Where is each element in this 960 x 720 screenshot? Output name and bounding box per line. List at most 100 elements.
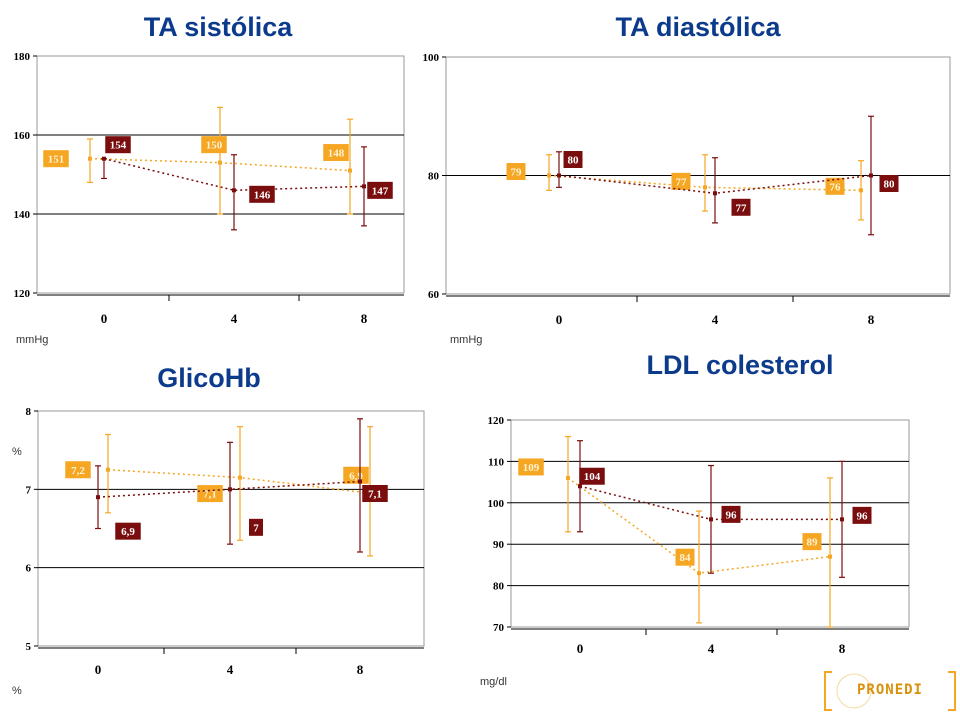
y-tick-label: 100 bbox=[423, 52, 440, 64]
data-point bbox=[232, 188, 236, 193]
x-tick-label: 8 bbox=[839, 641, 846, 656]
series-darkred: 6,9 7 7,1 bbox=[95, 418, 388, 553]
data-label-bg bbox=[731, 198, 751, 216]
data-label: 7,1 bbox=[203, 489, 217, 501]
y-tick-label: 80 bbox=[493, 581, 505, 593]
data-label-bg bbox=[675, 548, 695, 566]
logo-brackets-icon bbox=[824, 671, 956, 711]
data-point bbox=[238, 475, 242, 480]
x-tick-label: 0 bbox=[556, 312, 563, 327]
x-tick-label: 4 bbox=[712, 312, 719, 327]
data-label-bg bbox=[201, 136, 227, 154]
data-label: 154 bbox=[110, 140, 127, 152]
data-label-bg bbox=[579, 467, 605, 485]
y-tick-label: 70 bbox=[493, 622, 505, 634]
data-label-bg bbox=[671, 172, 691, 190]
x-tick-label: 4 bbox=[227, 662, 234, 677]
data-point bbox=[96, 495, 100, 500]
data-label: 148 bbox=[328, 148, 345, 160]
y-tick-label: 120 bbox=[14, 288, 31, 300]
x-tick-label: 0 bbox=[577, 641, 584, 656]
x-tick-label: 4 bbox=[708, 641, 715, 656]
data-label-bg bbox=[323, 144, 349, 162]
data-label: 80 bbox=[884, 179, 896, 191]
data-label: 89 bbox=[807, 537, 819, 549]
chart-1: TA sistólica 120 140 160 180 0 4 8 mmHg 151 150 148… bbox=[14, 12, 405, 346]
chart-2: TA diastólica 60 80 100 0 4 8 mmHg 79 77 76 80 77 80 bbox=[423, 12, 951, 346]
data-label: 77 bbox=[736, 202, 748, 214]
data-label-bg bbox=[343, 466, 369, 484]
data-label-bg bbox=[249, 185, 275, 203]
data-point bbox=[697, 571, 701, 576]
brand-name: PRONEDI bbox=[856, 682, 923, 698]
series-darkred: 80 77 80 bbox=[556, 115, 899, 236]
data-label: 104 bbox=[584, 471, 601, 483]
series-orange: 7,2 7,1 6,9 bbox=[65, 426, 373, 557]
data-point bbox=[348, 168, 352, 173]
data-label-bg bbox=[65, 461, 91, 479]
data-label: 7 bbox=[253, 522, 259, 534]
data-point bbox=[88, 156, 92, 161]
chart-title: GlicoHb bbox=[157, 363, 261, 393]
y-tick-label: 180 bbox=[14, 51, 31, 63]
data-label-bg bbox=[802, 533, 822, 551]
data-label-bg bbox=[852, 506, 872, 524]
chart-title: TA sistólica bbox=[144, 12, 294, 42]
data-point bbox=[228, 487, 232, 492]
series-orange: 79 77 76 bbox=[506, 154, 864, 221]
x-tick-label: 4 bbox=[231, 311, 238, 326]
y-tick-label: 5 bbox=[26, 641, 32, 653]
chart-title: LDL colesterol bbox=[646, 350, 833, 380]
data-label: 80 bbox=[568, 155, 580, 167]
data-label: 109 bbox=[523, 462, 540, 474]
data-point bbox=[859, 188, 863, 193]
data-point bbox=[869, 173, 873, 178]
data-label-bg bbox=[367, 181, 393, 199]
data-label-bg bbox=[197, 485, 223, 503]
series-line bbox=[558, 174, 872, 195]
chart-4: LDL colesterol 70 80 90 100 110 120 0 4 8 mg/dl 109… bbox=[480, 350, 910, 688]
data-point bbox=[709, 517, 713, 522]
data-label-bg bbox=[105, 136, 131, 154]
data-point bbox=[102, 156, 106, 161]
series-line bbox=[103, 157, 365, 192]
y-tick-label: 120 bbox=[488, 415, 505, 427]
data-label-bg bbox=[362, 485, 388, 502]
y-tick-label: 110 bbox=[488, 456, 504, 468]
series-darkred: 154 146 147 bbox=[101, 136, 393, 231]
chart-3: GlicoHb 5 6 7 8 0 4 8%% 7,2 7,1 6,96,9 7 7,1 bbox=[12, 363, 425, 697]
y-tick-label: 8 bbox=[26, 406, 32, 418]
y-tick-label: 140 bbox=[14, 209, 31, 221]
series-orange: 109 84 89 bbox=[518, 435, 833, 628]
data-label: 84 bbox=[680, 552, 692, 564]
data-label-bg bbox=[879, 175, 899, 192]
y-tick-label: 7 bbox=[26, 484, 32, 496]
x-tick-label: 0 bbox=[95, 662, 102, 677]
data-point bbox=[547, 173, 551, 178]
data-label-bg bbox=[43, 150, 69, 168]
unit-label: mg/dl bbox=[480, 676, 507, 688]
pronedi-logo: PRONEDI bbox=[824, 668, 956, 714]
plot-area bbox=[510, 419, 910, 628]
data-label: 96 bbox=[726, 509, 738, 521]
unit-label: % bbox=[12, 446, 22, 458]
x-tick-label: 8 bbox=[357, 662, 364, 677]
data-label: 150 bbox=[206, 140, 223, 152]
data-label: 146 bbox=[254, 189, 271, 201]
data-point bbox=[828, 554, 832, 559]
data-label-bg bbox=[518, 458, 544, 476]
data-label: 7,2 bbox=[71, 465, 85, 477]
data-label-bg bbox=[563, 151, 583, 168]
y-tick-label: 80 bbox=[428, 171, 440, 183]
y-tick-label: 60 bbox=[428, 289, 440, 301]
x-tick-label: 8 bbox=[868, 312, 875, 327]
data-point bbox=[713, 191, 717, 196]
y-tick-label: 90 bbox=[493, 539, 505, 551]
unit-label: mmHg bbox=[16, 334, 48, 346]
data-point bbox=[840, 517, 844, 522]
series-orange: 151 150 148 bbox=[43, 106, 353, 215]
data-label-bg bbox=[249, 518, 263, 536]
data-label: 6,9 bbox=[121, 526, 135, 538]
data-label: 76 bbox=[830, 181, 842, 193]
